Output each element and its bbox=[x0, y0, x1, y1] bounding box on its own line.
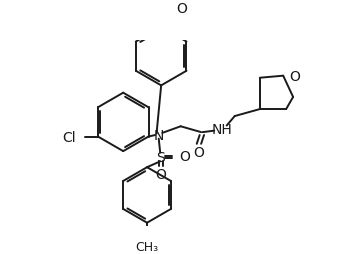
Text: O: O bbox=[193, 145, 204, 159]
Text: O: O bbox=[289, 69, 300, 83]
Text: CH₃: CH₃ bbox=[136, 240, 159, 253]
Text: NH: NH bbox=[211, 123, 232, 137]
Text: S: S bbox=[156, 150, 164, 164]
Text: O: O bbox=[176, 2, 187, 16]
Text: O: O bbox=[155, 168, 166, 182]
Text: N: N bbox=[153, 129, 164, 142]
Text: Cl: Cl bbox=[62, 130, 76, 144]
Text: O: O bbox=[179, 150, 190, 164]
